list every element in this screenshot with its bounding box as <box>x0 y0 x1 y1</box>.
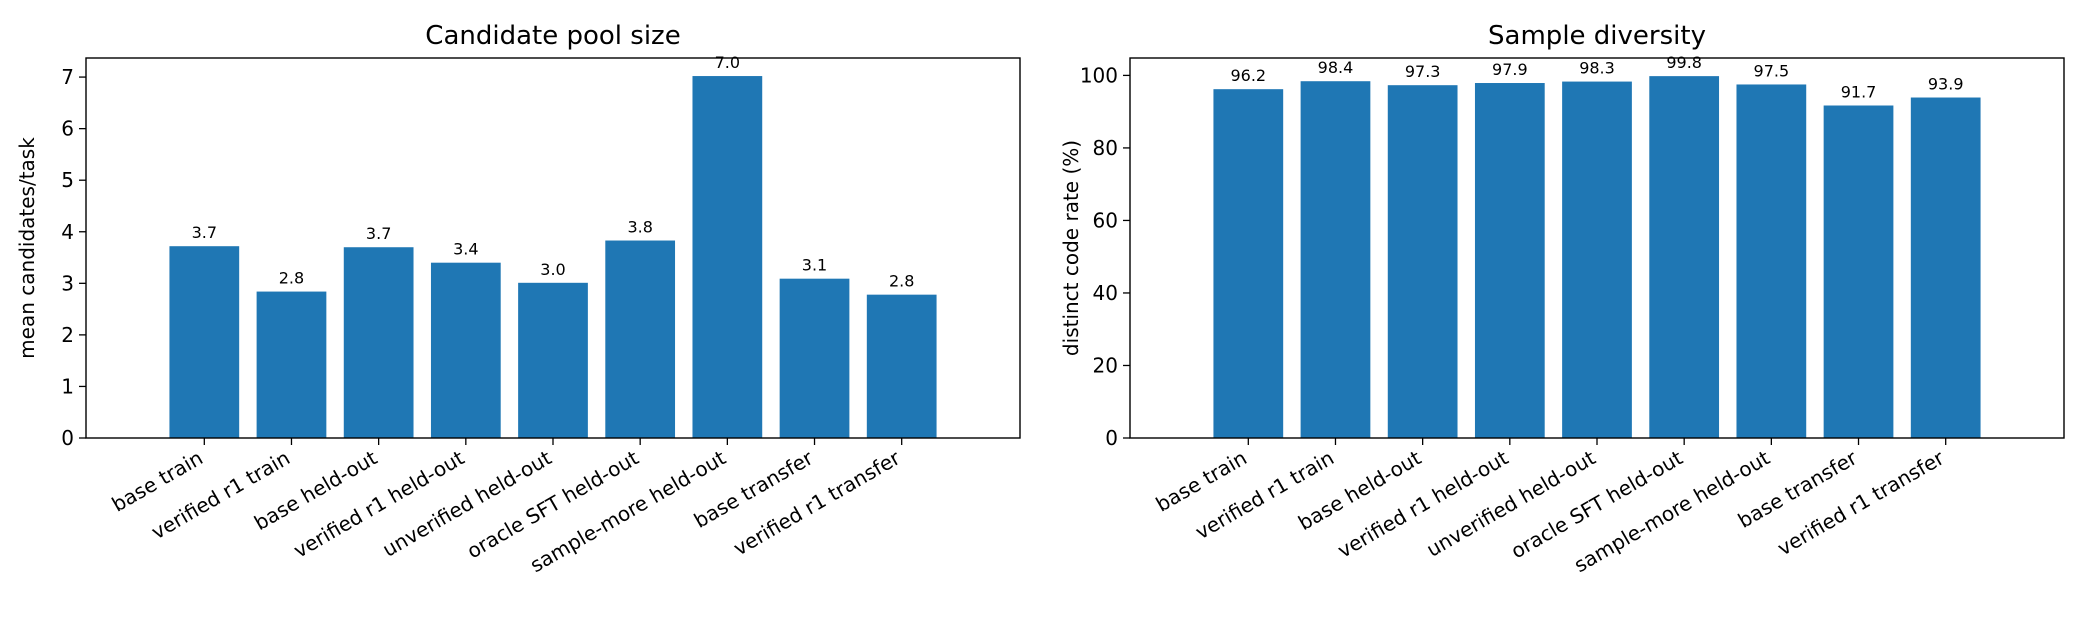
bar-1-5 <box>518 282 588 438</box>
data-label-1-3: 3.7 <box>366 224 391 243</box>
y-tick-label-2-5: 80 <box>1093 136 1118 160</box>
data-label-1-1: 3.7 <box>192 223 217 242</box>
axes-frame-2 <box>1129 57 2065 439</box>
data-label-2-8: 91.7 <box>1841 83 1877 102</box>
data-label-1-2: 2.8 <box>279 269 304 288</box>
y-tick-label-2-6: 100 <box>1080 63 1118 87</box>
data-label-1-7: 7.0 <box>715 53 740 72</box>
bar-2-8 <box>1823 105 1894 438</box>
chart-title-2: Sample diversity <box>1488 21 1706 51</box>
y-tick-label-1-1: 0 <box>61 426 74 450</box>
bar-2-2 <box>1300 81 1371 439</box>
y-tick-label-1-6: 5 <box>61 168 74 192</box>
bar-2-5 <box>1562 81 1632 438</box>
bar-1-9 <box>866 294 937 438</box>
data-label-2-2: 98.4 <box>1318 58 1354 77</box>
y-tick-label-2-2: 20 <box>1093 353 1118 377</box>
y-axis-label-2: distinct code rate (%) <box>1059 140 1083 356</box>
axes-frame-1 <box>85 57 1021 439</box>
bar-2-6 <box>1649 76 1720 438</box>
bar-2-3 <box>1387 85 1458 438</box>
y-tick-label-2-1: 0 <box>1105 426 1118 450</box>
bar-2-1 <box>1213 89 1284 439</box>
data-label-1-8: 3.1 <box>802 256 827 275</box>
data-label-1-5: 3.0 <box>540 260 565 279</box>
y-axis-label-1: mean candidates/task <box>15 137 39 359</box>
y-tick-label-2-4: 60 <box>1093 208 1118 232</box>
y-tick-label-1-3: 2 <box>61 323 74 347</box>
bar-1-4 <box>430 262 501 438</box>
bar-1-2 <box>256 291 327 438</box>
y-tick-label-1-4: 3 <box>61 271 74 295</box>
data-label-1-4: 3.4 <box>453 240 478 259</box>
y-tick-label-1-8: 7 <box>61 65 74 89</box>
data-label-2-5: 98.3 <box>1579 59 1615 78</box>
data-label-2-3: 97.3 <box>1405 62 1441 81</box>
data-label-1-9: 2.8 <box>889 272 914 291</box>
data-label-2-9: 93.9 <box>1928 75 1964 94</box>
y-tick-label-1-2: 1 <box>61 374 74 398</box>
bar-1-7 <box>692 76 763 439</box>
data-label-2-6: 99.8 <box>1666 53 1702 72</box>
chart-title-1: Candidate pool size <box>425 21 680 51</box>
y-tick-label-1-7: 6 <box>61 117 74 141</box>
bar-2-7 <box>1736 84 1807 438</box>
y-tick-label-1-5: 4 <box>61 220 74 244</box>
data-label-2-4: 97.9 <box>1492 60 1528 79</box>
y-tick-label-2-3: 40 <box>1093 281 1118 305</box>
bar-2-9 <box>1910 97 1981 439</box>
data-label-2-7: 97.5 <box>1754 61 1790 80</box>
data-label-1-6: 3.8 <box>627 218 652 237</box>
bar-1-3 <box>343 247 414 438</box>
bar-2-4 <box>1474 83 1545 439</box>
bar-1-6 <box>605 240 676 438</box>
data-label-2-1: 96.2 <box>1230 66 1266 85</box>
bar-1-1 <box>169 246 240 438</box>
bar-1-8 <box>779 278 850 438</box>
